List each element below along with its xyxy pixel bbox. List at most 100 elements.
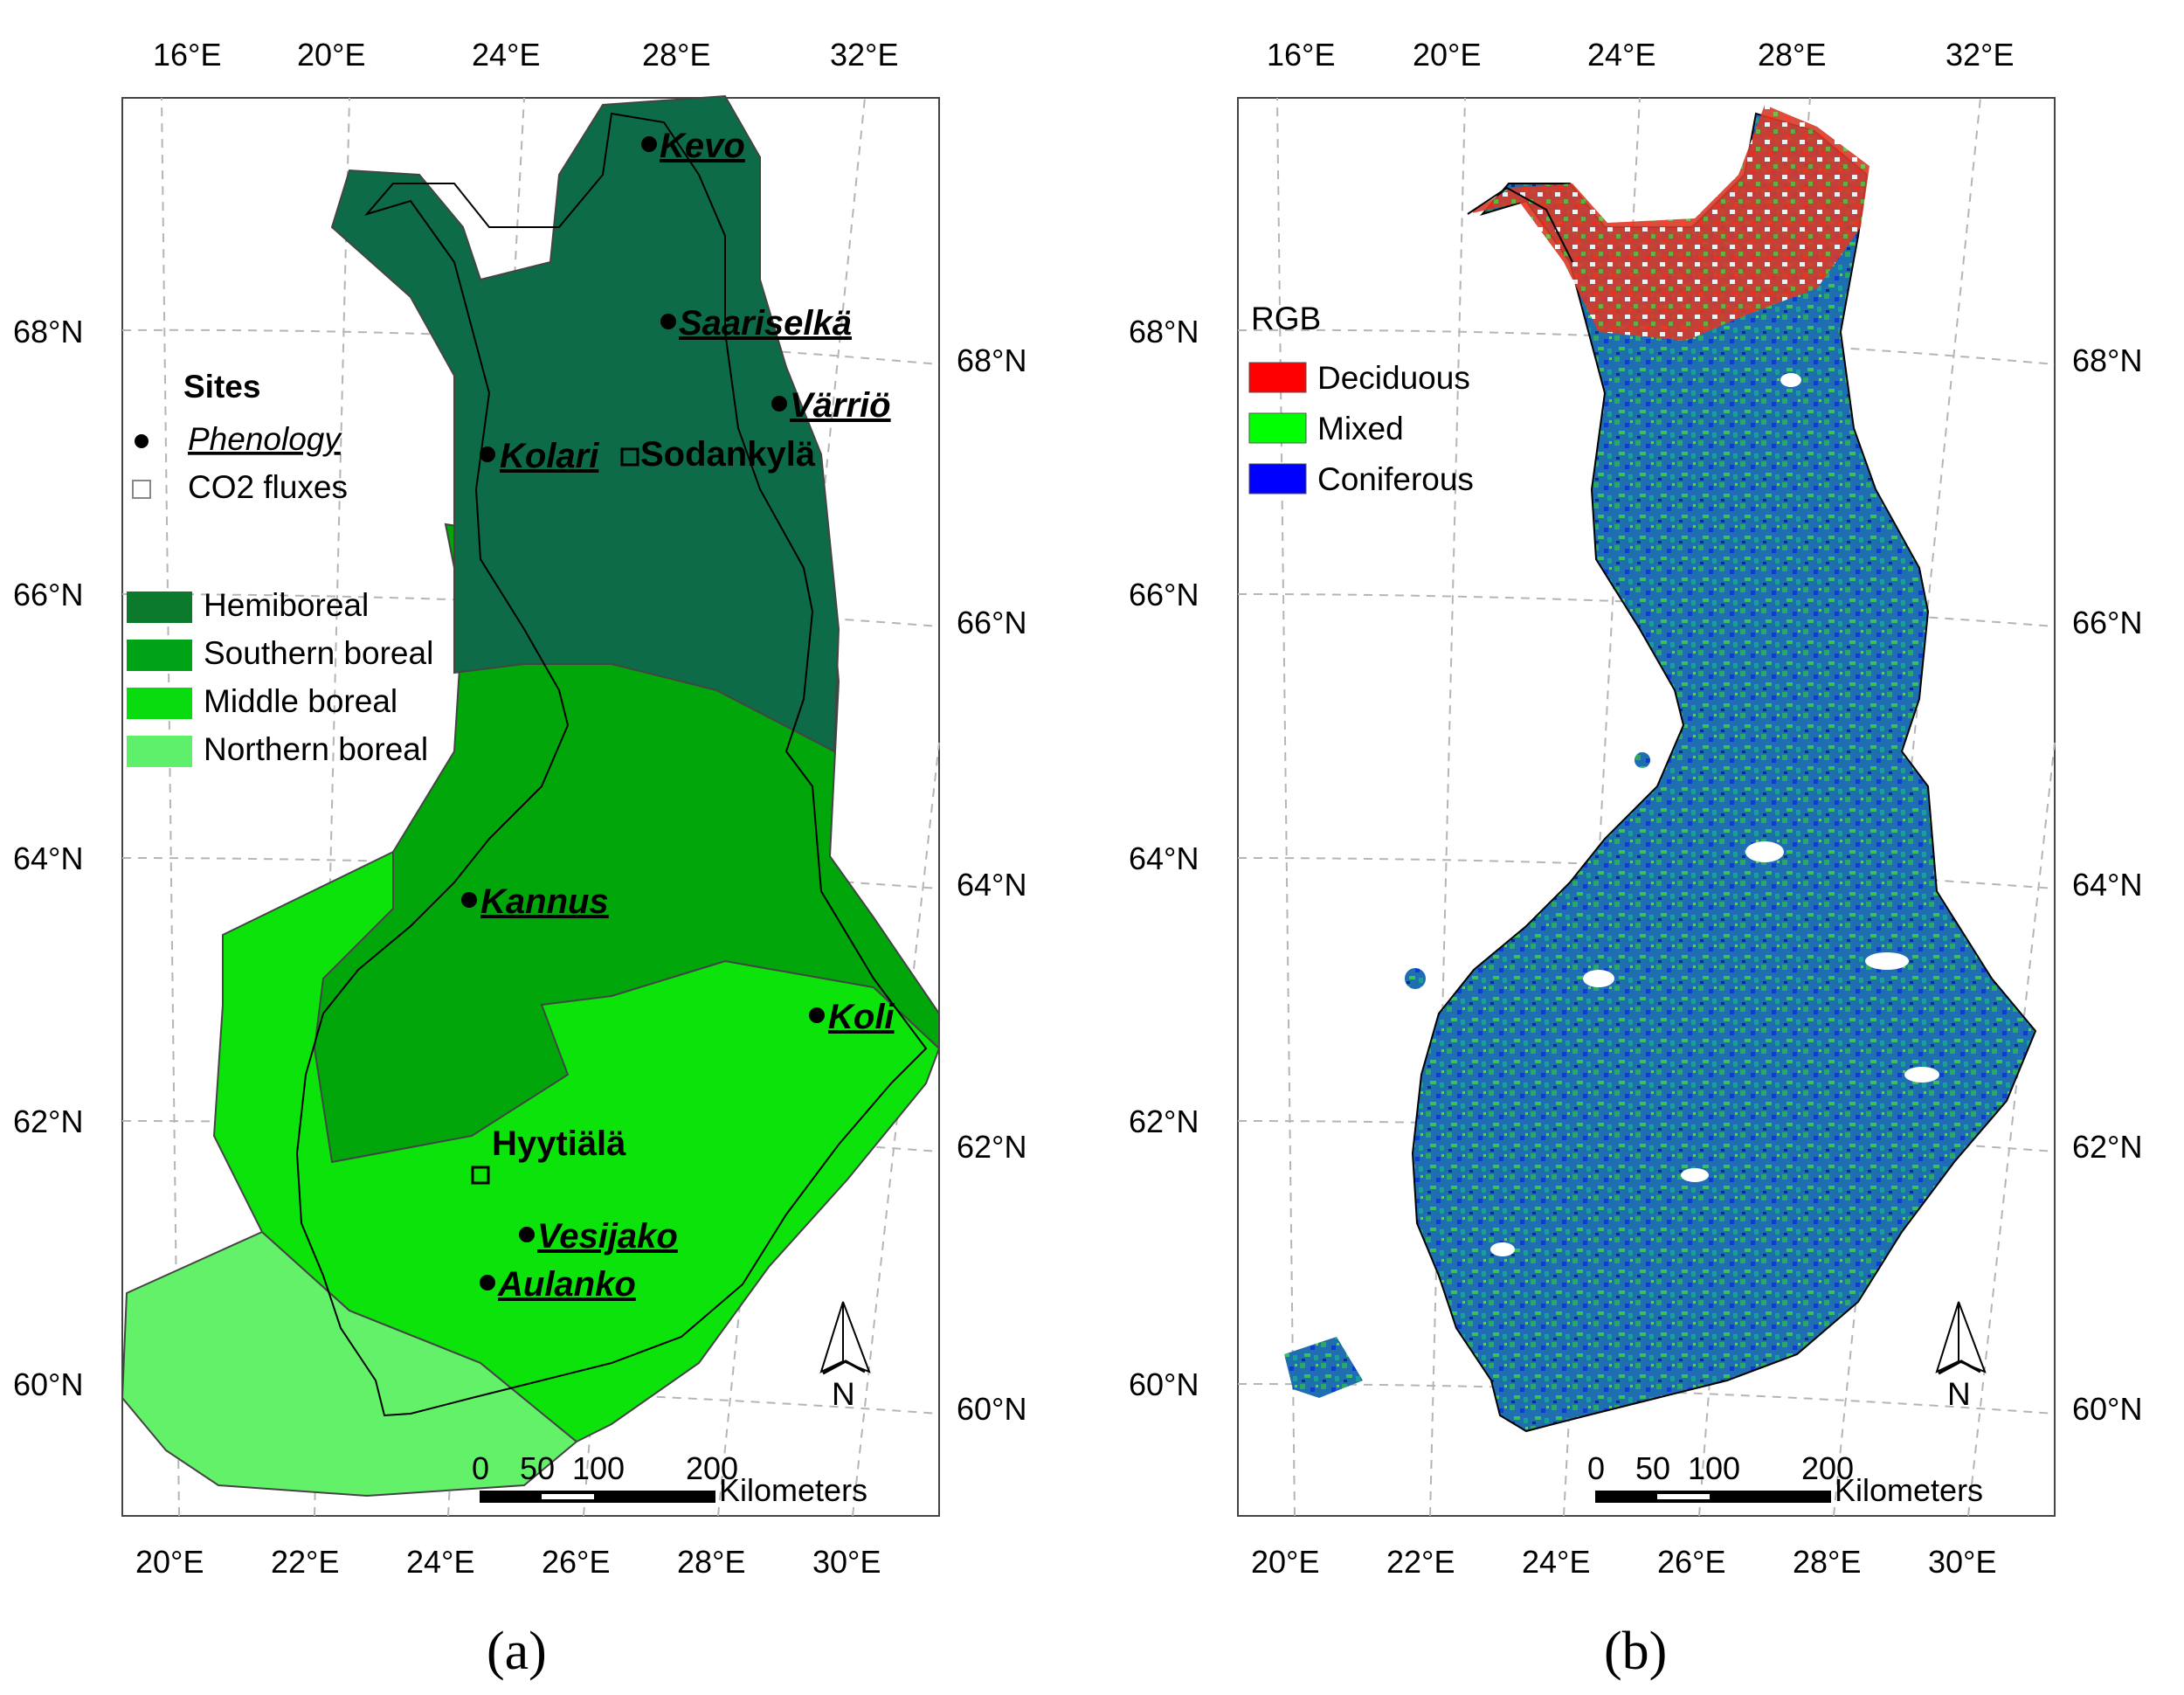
legend-label-deciduous: Deciduous [1317, 360, 1470, 396]
sites-legend-title: Sites [183, 369, 260, 405]
tick-top-32e: 32°E [1946, 37, 2014, 73]
tick-right-62n: 62°N [957, 1129, 1026, 1165]
site-dot [660, 314, 676, 329]
north-arrow-icon: N [1935, 1301, 1987, 1412]
tick-top-20e: 20°E [297, 37, 365, 73]
rgb-legend-title: RGB [1251, 301, 1321, 336]
scale-bar: 0 50 100 200 Kilometers [1587, 1450, 1983, 1508]
tick-bottom-20e: 20°E [135, 1544, 204, 1580]
tick-bottom-26e: 26°E [1657, 1544, 1725, 1580]
tick-top-28e: 28°E [1758, 37, 1826, 73]
tick-right-64n: 64°N [957, 867, 1026, 903]
legend-phenology-label: Phenology [188, 421, 342, 457]
aland-islands [1284, 752, 1650, 1398]
tick-left-66n: 66°N [13, 577, 83, 612]
tick-right-68n: 68°N [957, 342, 1026, 378]
phenology-marker-icon [135, 434, 149, 448]
tick-bottom-26e: 26°E [542, 1544, 610, 1580]
scale-label-50: 50 [1635, 1450, 1670, 1486]
tick-top-32e: 32°E [830, 37, 898, 73]
site-label-koli: Koli [828, 998, 895, 1036]
site-label-vesijako: Vesijako [537, 1217, 678, 1256]
site-dot [771, 396, 787, 412]
tick-bottom-24e: 24°E [406, 1544, 474, 1580]
site-label-saariselka: Saariselkä [679, 304, 852, 342]
panel-b-caption: (b) [1604, 1622, 1667, 1681]
tick-right-68n: 68°N [2072, 342, 2142, 378]
tick-top-24e: 24°E [472, 37, 540, 73]
site-dot [461, 892, 477, 908]
tick-left-64n: 64°N [1129, 841, 1199, 876]
panel-a-right-ticks: 68°N 66°N 64°N 62°N 60°N [957, 342, 1026, 1427]
tick-top-24e: 24°E [1587, 37, 1655, 73]
panel-a-top-ticks: 16°E 20°E 24°E 28°E 32°E [153, 37, 898, 73]
flux-sites: Sodankylä Hyytiälä [471, 435, 816, 1185]
north-label: N [832, 1376, 855, 1412]
tick-right-60n: 60°N [2072, 1391, 2142, 1427]
north-label: N [1947, 1376, 1971, 1412]
tick-right-62n: 62°N [2072, 1129, 2142, 1165]
panel-b-left-ticks: 68°N 66°N 64°N 62°N 60°N [1129, 314, 1199, 1402]
co2-marker-icon [132, 480, 151, 499]
tick-bottom-28e: 28°E [1793, 1544, 1861, 1580]
site-label-varrio: Värriö [790, 386, 891, 425]
legend-label-coniferous: Coniferous [1317, 461, 1474, 497]
tick-left-66n: 66°N [1129, 577, 1199, 612]
rgb-legend: RGB Deciduous Mixed Coniferous [1248, 301, 1474, 497]
panel-b-right-ticks: 68°N 66°N 64°N 62°N 60°N [2072, 342, 2142, 1427]
zone-swatch-middle-boreal [127, 688, 192, 719]
legend-co2-label: CO2 fluxes [188, 469, 348, 505]
site-label-kevo: Kevo [660, 127, 745, 165]
finland-outline-b [1467, 186, 1573, 263]
site-dot [519, 1227, 535, 1242]
site-label-aulanko: Aulanko [497, 1265, 636, 1304]
lakes [1490, 373, 1939, 1256]
sites-legend: Sites Phenology CO2 fluxes [132, 369, 348, 505]
flux-marker [620, 447, 639, 467]
scale-label-100: 100 [1688, 1450, 1740, 1486]
zone-label-middle-boreal: Middle boreal [204, 683, 397, 719]
zone-hemiboreal [330, 94, 840, 753]
scale-label-0: 0 [472, 1450, 489, 1486]
tick-left-68n: 68°N [1129, 314, 1199, 349]
legend-swatch-deciduous [1248, 362, 1307, 393]
zones-legend: Hemiboreal Southern boreal Middle boreal… [127, 587, 433, 767]
tick-bottom-20e: 20°E [1251, 1544, 1319, 1580]
tick-right-66n: 66°N [957, 605, 1026, 640]
tick-left-62n: 62°N [1129, 1103, 1199, 1139]
tick-top-28e: 28°E [642, 37, 710, 73]
site-label-kolari: Kolari [500, 437, 599, 475]
tick-left-68n: 68°N [13, 314, 83, 349]
zone-label-northern-boreal: Northern boreal [204, 731, 428, 767]
tick-top-20e: 20°E [1413, 37, 1481, 73]
zone-swatch-southern-boreal [127, 640, 192, 671]
zone-swatch-northern-boreal [127, 736, 192, 767]
north-arrow-icon: N [819, 1301, 871, 1412]
zone-label-hemiboreal: Hemiboreal [204, 587, 369, 623]
panel-a: 16°E 20°E 24°E 28°E 32°E 20°E 22°E 24°E … [13, 37, 1026, 1681]
site-label-kannus: Kannus [480, 882, 609, 921]
tick-left-62n: 62°N [13, 1103, 83, 1139]
site-dot [480, 1275, 495, 1290]
tick-right-60n: 60°N [957, 1391, 1026, 1427]
site-dot [809, 1007, 825, 1023]
phenology-sites: Kevo Saariselkä Värriö Kolari Kannus Kol… [461, 127, 895, 1304]
flux-label-hyytiala: Hyytiälä [492, 1124, 626, 1163]
site-dot [480, 446, 495, 462]
tick-top-16e: 16°E [1267, 37, 1335, 73]
scale-unit: Kilometers [1835, 1472, 1983, 1508]
site-dot [641, 136, 657, 152]
panel-b-bottom-ticks: 20°E 22°E 24°E 26°E 28°E 30°E [1251, 1544, 1996, 1580]
forest-rgb-north [1468, 105, 1870, 341]
tick-right-64n: 64°N [2072, 867, 2142, 903]
zone-swatch-hemiboreal [127, 592, 192, 623]
tick-bottom-22e: 22°E [1386, 1544, 1455, 1580]
panel-a-left-ticks: 68°N 66°N 64°N 62°N 60°N [13, 314, 83, 1402]
tick-left-60n: 60°N [13, 1366, 83, 1402]
flux-marker [471, 1166, 490, 1185]
legend-swatch-coniferous [1248, 463, 1307, 495]
panel-b-top-ticks: 16°E 20°E 24°E 28°E 32°E [1267, 37, 2014, 73]
scale-label-200: 200 [686, 1450, 738, 1486]
scale-label-200: 200 [1801, 1450, 1854, 1486]
